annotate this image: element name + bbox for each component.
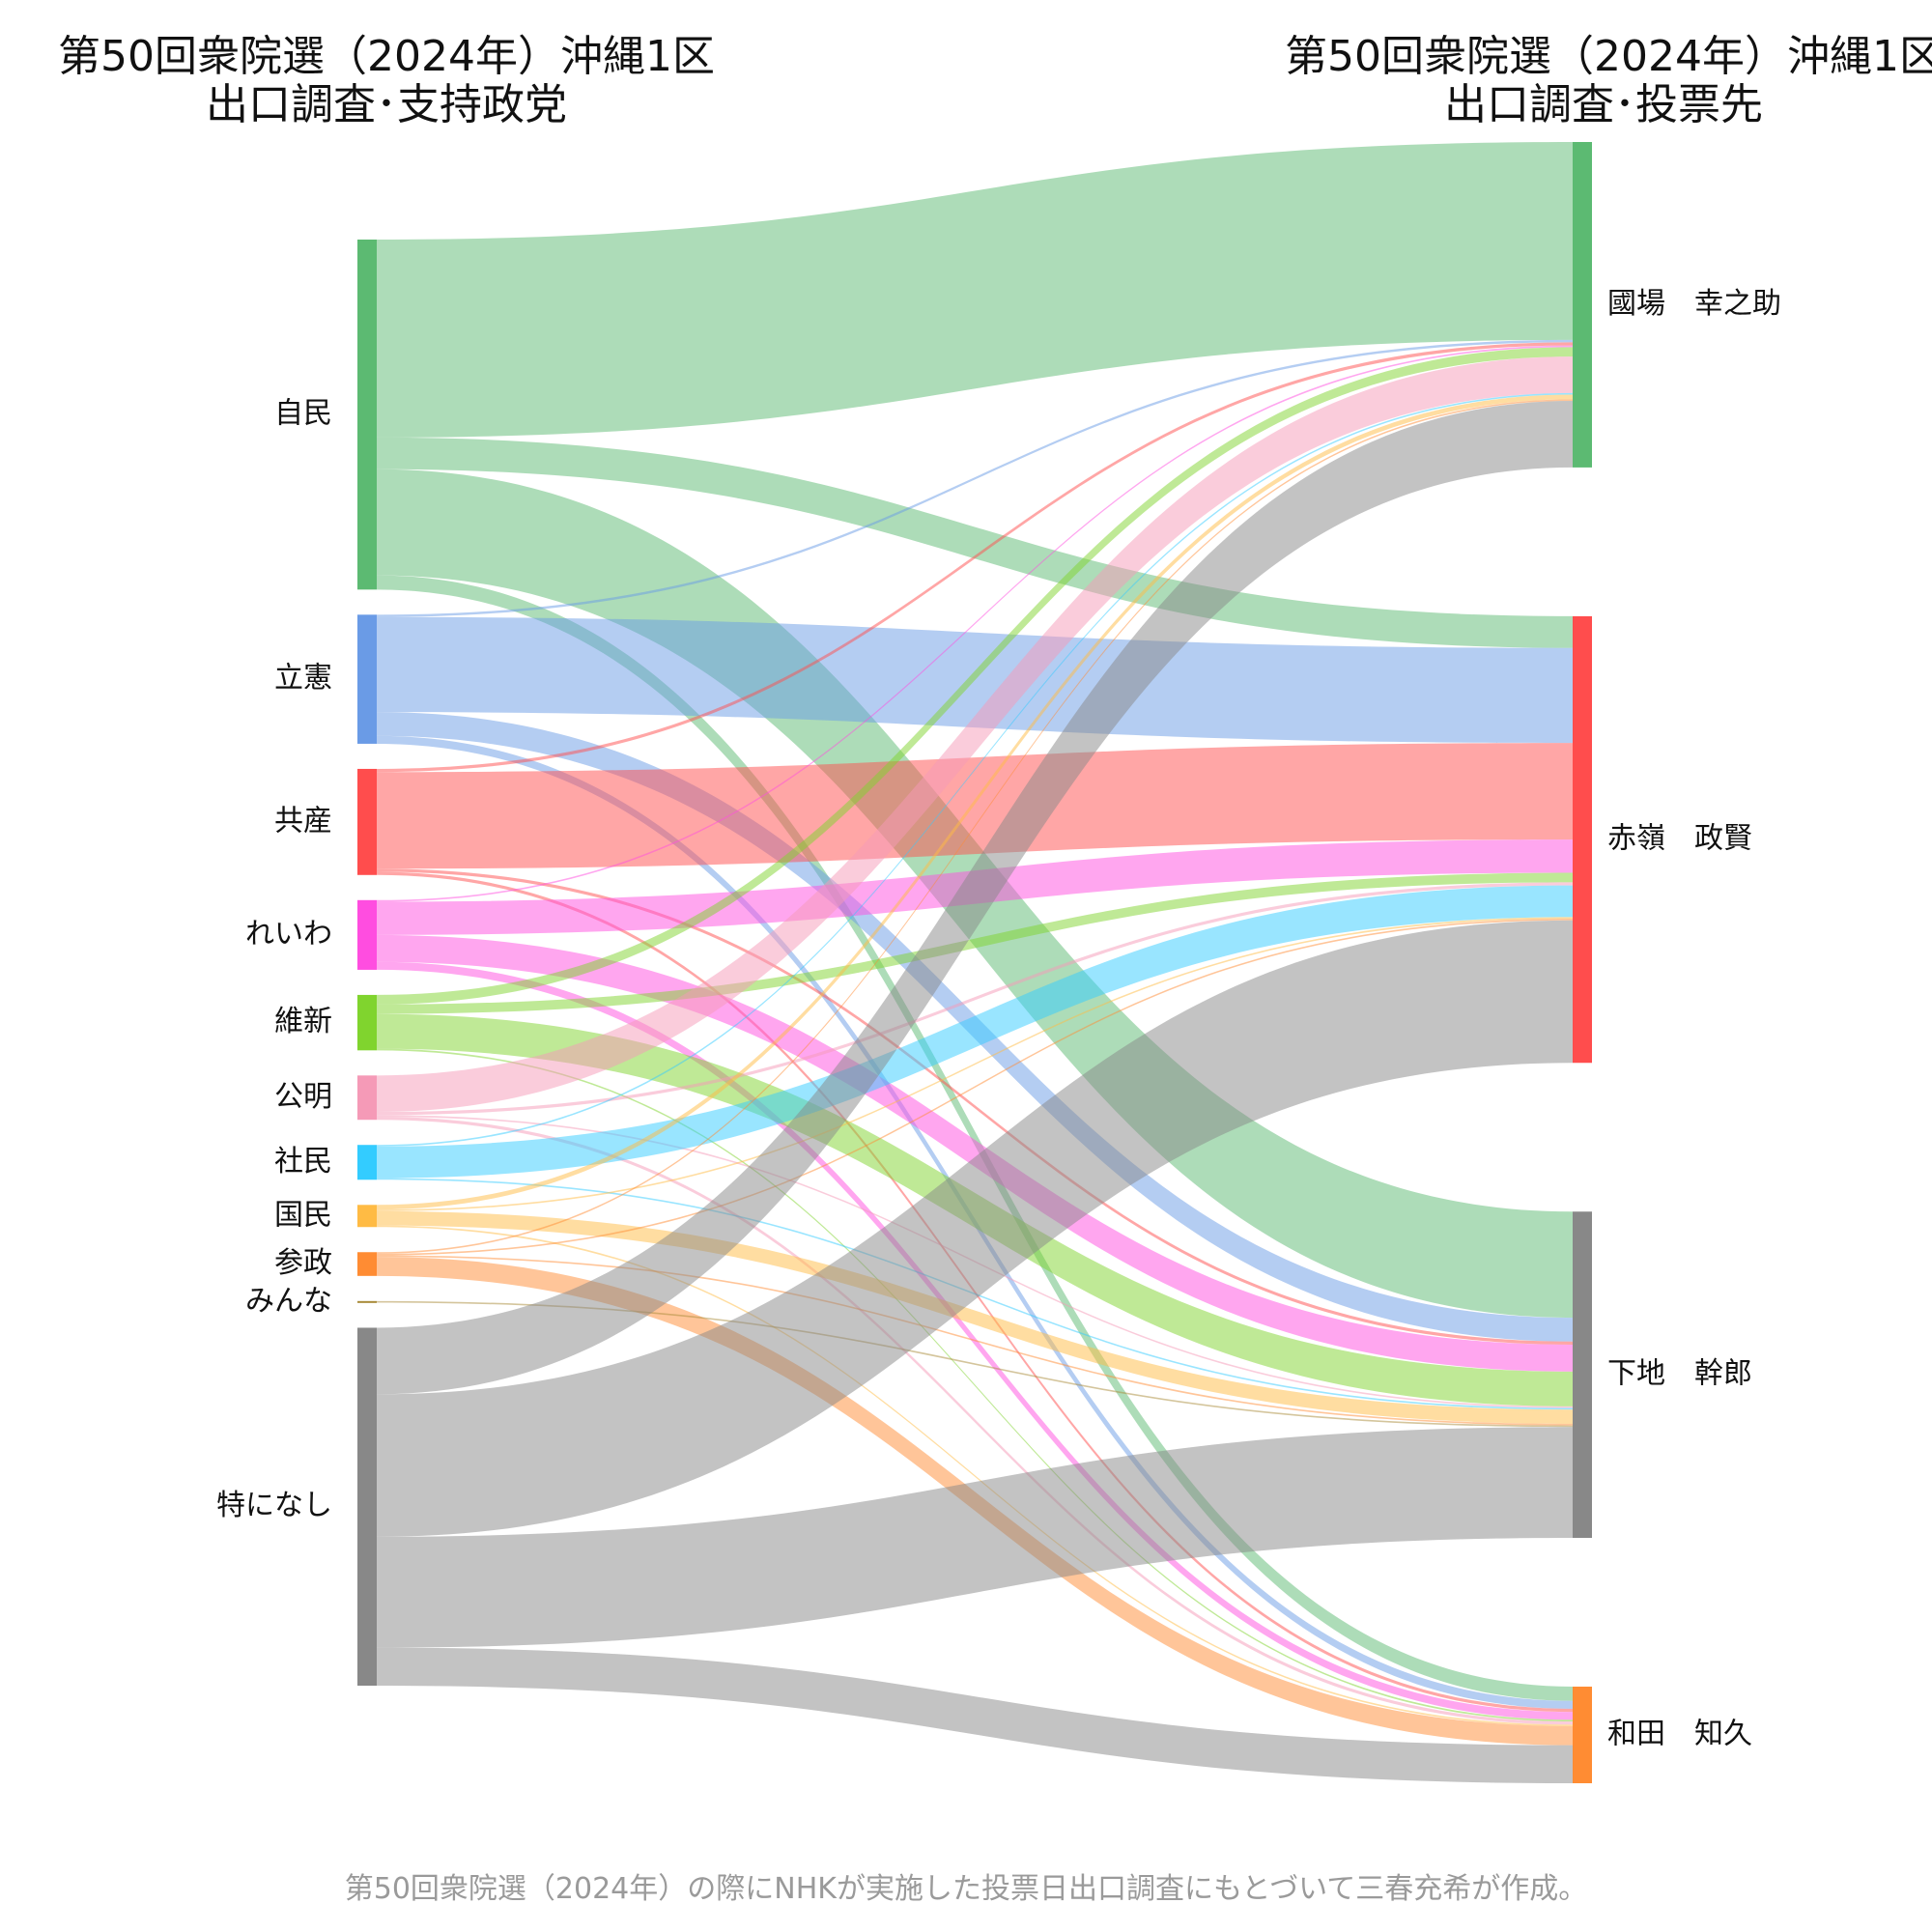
target-node: [1573, 1211, 1592, 1538]
target-node: [1573, 1686, 1592, 1783]
flow-link: 国民 → 和田 知久: 0.1: [377, 1225, 1573, 1726]
source-label: 維新: [274, 1005, 332, 1038]
target-label: 和田 知久: [1607, 1717, 1752, 1750]
flow-link: 公明 → 國場 幸之助: 2.3: [377, 356, 1573, 1113]
source-node: [357, 1327, 377, 1686]
flow-link: 特になし → 和田 知久: 2.4: [377, 1647, 1573, 1783]
source-label: れいわ: [245, 917, 332, 951]
target-node: [1573, 615, 1592, 1064]
source-node: [357, 768, 377, 875]
source-node: [357, 240, 377, 590]
flow-link: 共産 → 國場 幸之助: 0.2: [377, 342, 1573, 773]
target-node: [1573, 142, 1592, 468]
source-label: 社民: [274, 1145, 332, 1179]
right-title: 第50回衆院選（2024年）沖縄1区 出口調査･投票先: [1285, 32, 1932, 129]
flow-link: 特になし → 國場 幸之助: 4.2: [377, 401, 1573, 1395]
flow-link: 社民 → 赤嶺 政賢: 2: [377, 885, 1573, 1179]
target-label: 赤嶺 政賢: [1607, 822, 1752, 856]
flow-link: 特になし → 下地 幹郎: 7: [377, 1427, 1573, 1648]
source-label: 立憲: [274, 662, 332, 696]
source-node: [357, 899, 377, 970]
right-title-line2: 出口調査･投票先: [1444, 80, 1763, 129]
flow-link: 公明 → 赤嶺 政賢: 0.2: [377, 882, 1573, 1116]
source-node: [357, 1075, 377, 1121]
left-title-line2: 出口調査･支持政党: [206, 80, 567, 129]
left-title: 第50回衆院選（2024年）沖縄1区 出口調査･支持政党: [58, 33, 715, 129]
flow-link: 維新 → 赤嶺 政賢: 0.6: [377, 872, 1573, 1014]
flow-links: 自民 → 國場 幸之助: 12.5自民 → 赤嶺 政賢: 2自民 → 下地 幹郎…: [377, 142, 1573, 1783]
flow-link: れいわ → 下地 幹郎: 1.7: [377, 934, 1573, 1372]
flow-link: 参政 → 下地 幹郎: 0.1: [377, 1255, 1573, 1426]
source-label: 国民: [274, 1198, 332, 1232]
source-node: [357, 994, 377, 1051]
flow-link: 国民 → 赤嶺 政賢: 0.1: [377, 917, 1573, 1211]
flow-link: 公明 → 和田 知久: 0.2: [377, 1116, 1573, 1725]
flow-link: 自民 → 赤嶺 政賢: 2: [377, 437, 1573, 648]
flow-link: みんな → 下地 幹郎: 0.1: [377, 1300, 1573, 1428]
source-label: 特になし: [216, 1489, 332, 1522]
source-label: みんな: [245, 1284, 332, 1318]
right-title-line1: 第50回衆院選（2024年）沖縄1区: [1285, 32, 1932, 81]
source-node: [357, 614, 377, 744]
source-label: 公明: [274, 1080, 332, 1114]
flow-link: 維新 → 和田 知久: 0.1: [377, 1048, 1573, 1722]
source-label: 自民: [274, 397, 332, 431]
flow-link: 参政 → 赤嶺 政賢: 0.1: [377, 919, 1573, 1256]
source-node: [357, 1145, 377, 1180]
flow-link: 共産 → 下地 幹郎: 0.2: [377, 868, 1573, 1345]
flow-link: 特になし → 赤嶺 政賢: 9: [377, 920, 1573, 1537]
flow-link: 立憲 → 國場 幸之助: 0.15: [377, 339, 1573, 617]
flow-link: 維新 → 國場 幸之助: 0.6: [377, 347, 1573, 1005]
flow-link: 自民 → 國場 幸之助: 12.5: [377, 142, 1573, 438]
flow-link: れいわ → 國場 幸之助: 0.1: [377, 345, 1573, 902]
flow-link: 国民 → 國場 幸之助: 0.3: [377, 394, 1573, 1210]
target-label: 國場 幸之助: [1607, 287, 1781, 321]
flow-link: 自民 → 和田 知久: 0.9: [377, 575, 1573, 1701]
target-label: 下地 幹郎: [1607, 1357, 1752, 1391]
flow-link: 国民 → 下地 幹郎: 0.9: [377, 1210, 1573, 1424]
caption: 第50回衆院選（2024年）の際にNHKが実施した投票日出口調査にもとづいて三春…: [344, 1872, 1588, 1906]
flow-link: 社民 → 國場 幸之助: 0.1: [377, 392, 1573, 1147]
source-node: [357, 1252, 377, 1276]
source-label: 参政: [274, 1246, 332, 1280]
source-node: [357, 1205, 377, 1228]
flow-link: 参政 → 國場 幸之助: 0.1: [377, 399, 1573, 1254]
flow-link: 共産 → 赤嶺 政賢: 6.1: [377, 743, 1573, 869]
source-node: [357, 1300, 377, 1303]
source-label: 共産: [274, 804, 332, 838]
left-title-line1: 第50回衆院選（2024年）沖縄1区: [58, 32, 715, 81]
